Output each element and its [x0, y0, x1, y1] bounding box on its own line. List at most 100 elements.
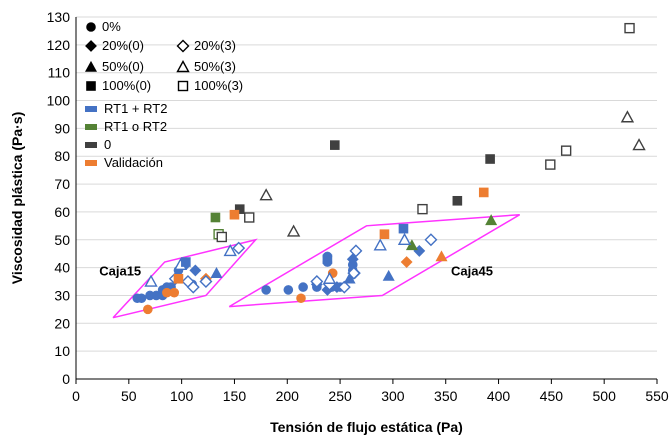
point-triangle-open — [144, 274, 158, 287]
y-tick-label: 80 — [54, 148, 70, 164]
point-square-open — [216, 231, 227, 243]
legend: 0% 20%(0) 20%(3) 50%(0) 50%(3) 100%(0) 100%(3)… — [84, 19, 243, 170]
legend-color-swatch — [85, 142, 97, 148]
point-square-filled — [322, 254, 333, 265]
legend-marker — [86, 81, 96, 91]
x-tick-label: 500 — [593, 388, 617, 404]
box-label: Caja15 — [99, 263, 141, 278]
point-diamond-filled — [189, 264, 202, 277]
point-triangle-filled — [435, 250, 448, 262]
legend-marker — [84, 60, 98, 72]
legend-label: Validación — [104, 155, 163, 170]
legend-color-swatch — [85, 124, 97, 130]
x-tick-label: 0 — [72, 388, 80, 404]
point-triangle-open — [259, 188, 273, 201]
point-diamond-open — [349, 244, 363, 258]
x-axis-title: Tensión de flujo estática (Pa) — [270, 419, 463, 435]
legend-marker — [85, 40, 97, 52]
legend-label: RT1 + RT2 — [104, 101, 167, 116]
point-square-open — [624, 22, 635, 34]
point-diamond-open — [186, 280, 200, 294]
legend-marker — [176, 39, 190, 53]
legend-label: 0% — [102, 19, 121, 34]
y-tick-label: 130 — [47, 9, 71, 25]
point-circle-filled — [169, 287, 180, 298]
legend-label: 100%(0) — [102, 78, 151, 93]
x-tick-label: 450 — [540, 388, 564, 404]
point-triangle-open — [397, 232, 412, 245]
legend-label: 20%(0) — [102, 38, 144, 53]
point-square-open — [244, 212, 255, 223]
point-triangle-open — [373, 238, 387, 251]
point-square-open — [417, 203, 428, 215]
y-tick-label: 50 — [54, 232, 70, 248]
legend-label: 100%(3) — [194, 78, 243, 93]
y-tick-label: 20 — [54, 315, 70, 331]
y-tick-label: 10 — [54, 343, 70, 359]
x-tick-label: 400 — [487, 388, 511, 404]
legend-label: 50%(0) — [102, 59, 144, 74]
x-tick-label: 550 — [645, 388, 669, 404]
point-diamond-open — [424, 233, 438, 247]
x-tick-label: 200 — [276, 388, 300, 404]
point-square-filled — [173, 273, 184, 284]
box-label: Caja45 — [451, 263, 493, 278]
point-diamond-open — [310, 275, 324, 289]
x-tick-label: 50 — [121, 388, 137, 404]
y-tick-label: 110 — [48, 65, 71, 81]
y-tick-label: 100 — [47, 93, 71, 109]
point-circle-filled — [136, 293, 147, 304]
point-square-filled — [210, 212, 221, 223]
point-triangle-open — [620, 110, 635, 123]
gridlines — [76, 16, 657, 352]
point-triangle-open — [223, 243, 237, 257]
point-triangle-filled — [382, 269, 395, 281]
point-triangle-open — [322, 271, 337, 284]
y-tick-label: 60 — [54, 204, 70, 220]
annotations: Caja15 Caja45 — [99, 263, 493, 278]
point-circle-filled — [283, 285, 294, 295]
legend-label: RT1 o RT2 — [104, 119, 167, 134]
legend-marker — [176, 60, 190, 73]
point-square-filled — [452, 195, 463, 206]
legend-label: 0 — [104, 137, 111, 152]
point-square-filled — [398, 223, 409, 234]
point-diamond-open — [337, 280, 351, 294]
y-tick-label: 120 — [47, 37, 71, 53]
point-triangle-filled — [485, 214, 498, 226]
tick-labels: 0 10 20 30 40 50 60 70 80 90 100 110 120 130 0 50 100 150… — [47, 9, 669, 404]
point-square-filled — [485, 154, 495, 164]
point-diamond-filled — [400, 256, 413, 268]
x-tick-label: 100 — [170, 388, 194, 404]
point-triangle-open — [632, 138, 646, 151]
point-diamond-open — [199, 275, 213, 289]
y-tick-label: 40 — [54, 260, 70, 276]
point-square-filled — [330, 140, 340, 150]
point-circle-filled — [143, 304, 153, 315]
x-tick-label: 300 — [381, 388, 405, 404]
y-tick-label: 30 — [54, 287, 70, 303]
data-points — [132, 22, 646, 315]
y-tick-label: 90 — [54, 120, 70, 136]
legend-marker — [177, 80, 189, 92]
box-regions — [112, 213, 521, 319]
point-circle-filled — [298, 282, 308, 292]
point-circle-filled — [261, 285, 271, 295]
point-triangle-filled — [343, 272, 356, 284]
point-square-open — [545, 159, 556, 170]
y-tick-label: 0 — [62, 371, 70, 387]
x-tick-label: 150 — [223, 388, 247, 404]
point-square-filled — [229, 209, 240, 220]
point-square-filled — [234, 204, 245, 214]
box-caja45 — [228, 213, 521, 308]
point-triangle-filled — [210, 267, 223, 278]
legend-label: 50%(3) — [194, 59, 236, 74]
y-axis-title: Viscosidad plástica (Pa·s) — [9, 112, 25, 284]
legend-color-swatch — [85, 160, 97, 166]
point-circle-filled — [296, 293, 306, 304]
box-caja15 — [112, 238, 258, 319]
point-square-filled — [379, 229, 390, 239]
y-tick-label: 70 — [54, 176, 70, 192]
x-tick-label: 350 — [434, 388, 458, 404]
